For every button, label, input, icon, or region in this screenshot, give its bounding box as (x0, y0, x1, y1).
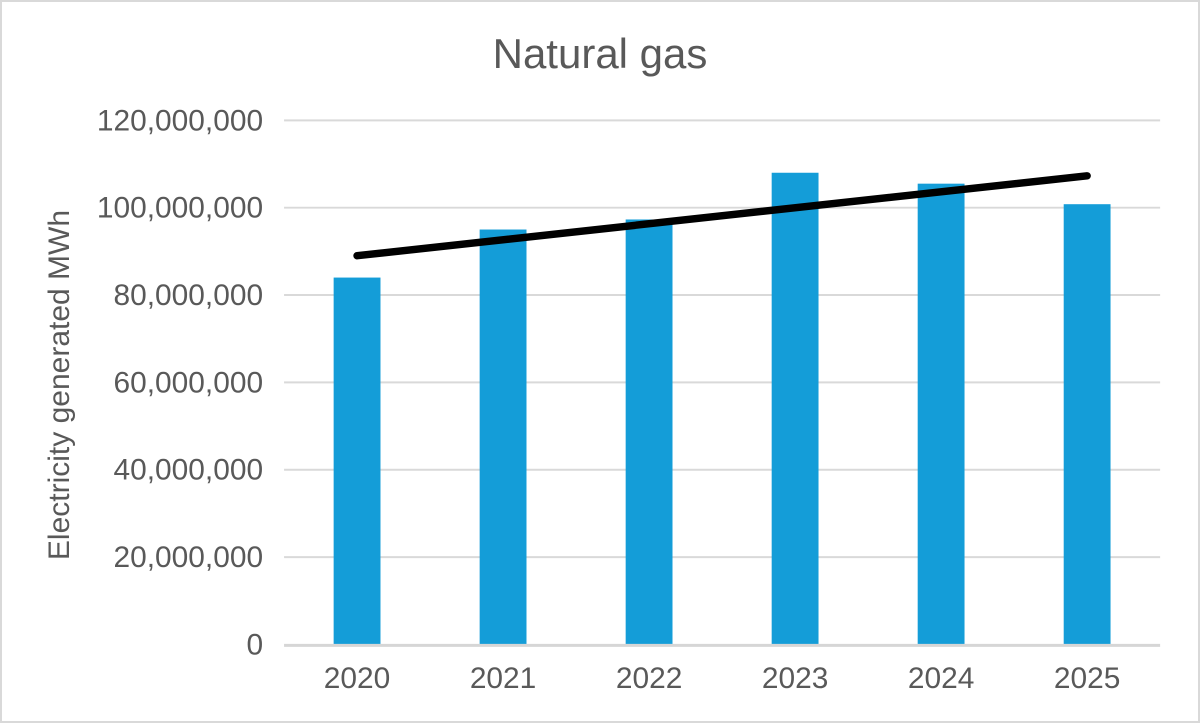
y-tick-label: 40,000,000 (114, 454, 264, 487)
x-tick-label: 2023 (762, 662, 829, 695)
y-tick-label: 100,000,000 (97, 192, 263, 225)
chart-title: Natural gas (492, 30, 708, 77)
y-tick-label: 60,000,000 (114, 366, 264, 399)
y-tick-label: 120,000,000 (97, 104, 263, 137)
trendline (353, 172, 1091, 260)
bar-2020 (333, 277, 381, 645)
y-tick-label: 80,000,000 (114, 279, 264, 312)
x-tick-label: 2020 (324, 662, 391, 695)
y-tick-label: 20,000,000 (114, 541, 264, 574)
bar-2023 (771, 172, 819, 645)
x-tick-label: 2021 (470, 662, 537, 695)
bar-2024 (917, 183, 965, 645)
x-tick-label: 2024 (908, 662, 975, 695)
x-tick-label: 2025 (1054, 662, 1121, 695)
bar-2025 (1063, 204, 1111, 645)
y-tick-label: 0 (246, 628, 263, 661)
bar-2022 (625, 219, 673, 645)
x-tick-label: 2022 (616, 662, 683, 695)
y-axis-title: Electricity generated MWh (43, 209, 76, 561)
bar-2021 (479, 229, 527, 645)
